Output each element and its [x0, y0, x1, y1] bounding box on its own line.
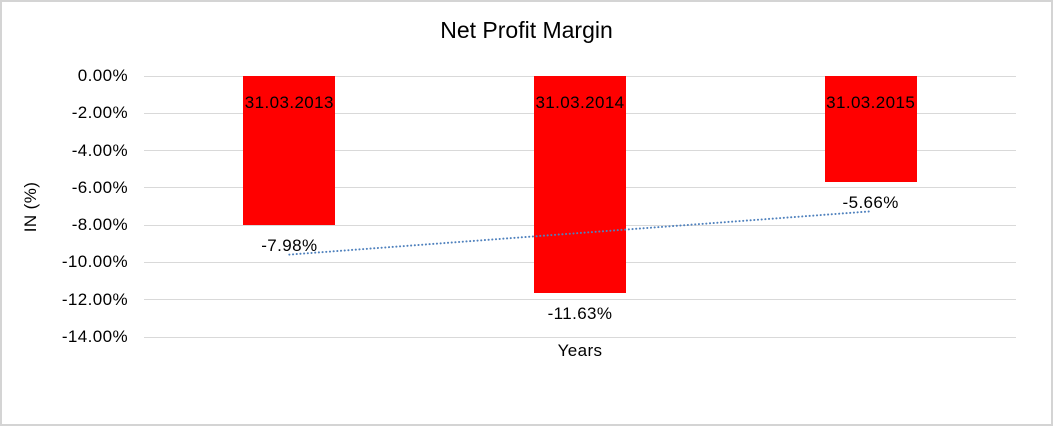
gridline [144, 299, 1016, 301]
data-label: -11.63% [547, 303, 613, 323]
bar-31.03.2014 [534, 76, 626, 293]
category-label: 31.03.2013 [244, 93, 334, 112]
data-label: -5.66% [842, 192, 899, 212]
y-axis-tick-label: -14.00% [61, 327, 128, 346]
y-axis-tick-label: 0.00% [77, 66, 128, 85]
y-axis-tick-label: -10.00% [61, 252, 128, 272]
category-label: 31.03.2014 [535, 93, 625, 112]
x-axis-title: Years [557, 341, 603, 360]
bar-31.03.2013 [243, 76, 336, 225]
gridline [144, 336, 1016, 338]
bar-31.03.2015 [824, 76, 917, 182]
y-axis-tick-label: -8.00% [71, 215, 128, 235]
y-axis-tick-label: -6.00% [71, 177, 128, 197]
chart-title: Net Profit Margin [440, 17, 613, 43]
y-axis-tick-label: -4.00% [71, 140, 128, 160]
category-label: 31.03.2015 [826, 93, 916, 112]
y-axis-tick-label: -2.00% [71, 103, 128, 123]
y-axis-tick-label: -12.00% [61, 289, 128, 309]
data-label: -7.98% [261, 235, 318, 255]
